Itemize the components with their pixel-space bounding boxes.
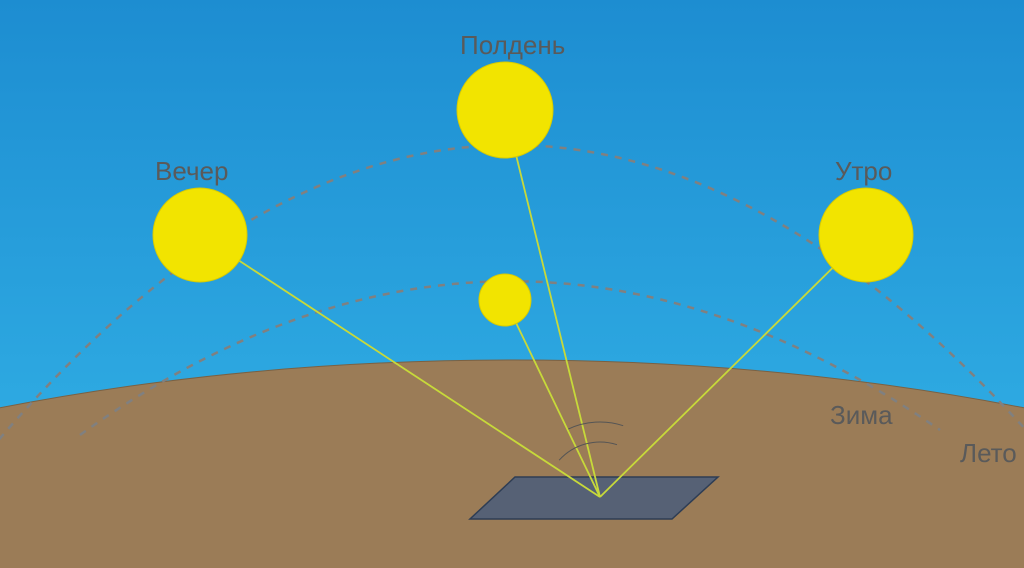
label-winter: Зима bbox=[830, 400, 893, 431]
label-evening: Вечер bbox=[155, 156, 228, 187]
label-summer: Лето bbox=[960, 438, 1017, 469]
sun-path-diagram bbox=[0, 0, 1024, 568]
label-morning: Утро bbox=[835, 156, 892, 187]
label-noon: Полдень bbox=[460, 30, 565, 61]
